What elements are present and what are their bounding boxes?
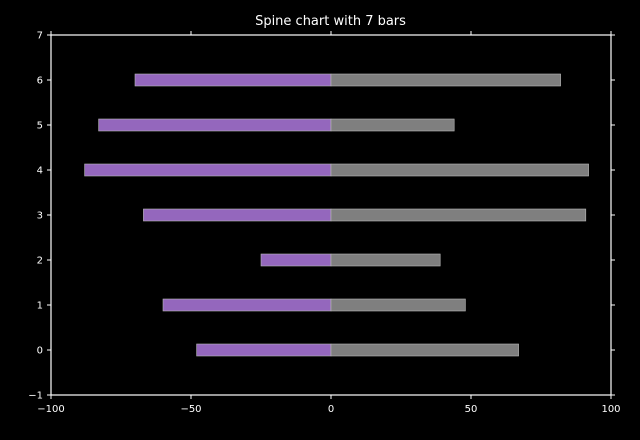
bar-negative-5 (98, 118, 332, 132)
y-tick-label: 3 (37, 211, 43, 222)
y-tick-label: 4 (37, 166, 43, 177)
x-tick-label: 0 (328, 404, 334, 415)
bar-negative-1 (162, 298, 332, 312)
bar-positive-6 (330, 73, 561, 87)
y-tick-label: 0 (37, 346, 43, 357)
bar-positive-0 (330, 343, 519, 357)
bar-negative-6 (134, 73, 332, 87)
x-tick-label: 50 (465, 404, 478, 415)
y-tick-label: 2 (37, 256, 43, 267)
bar-negative-3 (143, 208, 332, 222)
y-tick-label: 7 (37, 31, 43, 42)
x-tick-label: 100 (601, 404, 620, 415)
x-tick-label: −50 (180, 404, 201, 415)
bar-negative-0 (196, 343, 332, 357)
y-tick-label: 6 (37, 76, 43, 87)
y-tick-label: 5 (37, 121, 43, 132)
bar-positive-1 (330, 298, 466, 312)
y-tick-label: 1 (37, 301, 43, 312)
y-tick-label: −1 (28, 391, 43, 402)
chart-title: Spine chart with 7 bars (255, 14, 406, 29)
bar-positive-3 (330, 208, 587, 222)
bar-negative-4 (84, 163, 332, 177)
bar-positive-4 (330, 163, 589, 177)
bar-negative-2 (260, 253, 332, 267)
bar-positive-5 (330, 118, 455, 132)
bar-positive-2 (330, 253, 441, 267)
x-tick-label: −100 (37, 404, 64, 415)
